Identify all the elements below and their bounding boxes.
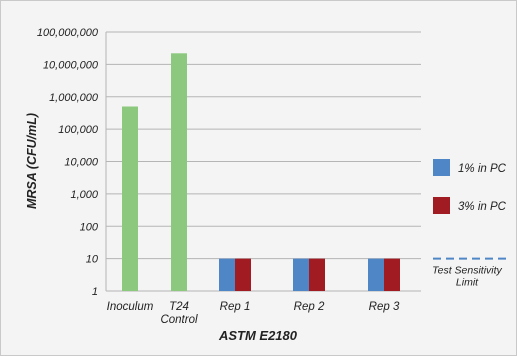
y-tick-label: 10,000,000 — [43, 59, 99, 71]
y-tick-label: 10,000 — [64, 157, 99, 169]
x-axis-label: ASTM E2180 — [218, 328, 298, 343]
y-tick-label: 100 — [80, 221, 99, 233]
bar — [293, 258, 309, 291]
bars — [122, 53, 400, 292]
x-tick-label: Rep 1 — [220, 301, 251, 313]
legend-swatch — [433, 197, 450, 214]
gridlines — [105, 31, 421, 292]
y-tick-label: 100,000,000 — [37, 27, 99, 39]
reference-line-label: Test Sensitivity — [432, 265, 502, 277]
x-tick-label: Rep 3 — [369, 301, 400, 313]
legend-label: 3% in PC — [458, 201, 507, 213]
bar — [235, 258, 251, 291]
x-tick-label: T24 — [169, 301, 189, 313]
x-tick-label: Control — [160, 314, 198, 326]
legend-label: 1% in PC — [458, 163, 507, 175]
bar — [384, 258, 400, 291]
y-axis-label: MRSA (CFU/mL) — [25, 113, 39, 209]
y-tick-label: 1,000,000 — [49, 92, 99, 104]
x-tick-label: Inoculum — [107, 301, 154, 313]
y-tick-label: 100,000 — [58, 124, 99, 136]
bar — [309, 258, 325, 291]
y-tick-labels: 1 10 100 1,000 10,000 100,000 1,000,000 10,000,… — [37, 27, 99, 298]
x-tick-label: Rep 2 — [294, 301, 325, 313]
bar — [219, 258, 235, 291]
y-tick-label: 1 — [92, 286, 98, 298]
bar — [122, 106, 138, 291]
bar — [171, 53, 187, 292]
y-tick-label: 1,000 — [70, 189, 98, 201]
legend: 1% in PC 3% in PC — [433, 159, 507, 214]
legend-swatch — [433, 159, 450, 176]
bar — [368, 258, 384, 291]
reference-line-label: Limit — [456, 277, 479, 289]
y-tick-label: 10 — [86, 254, 99, 266]
